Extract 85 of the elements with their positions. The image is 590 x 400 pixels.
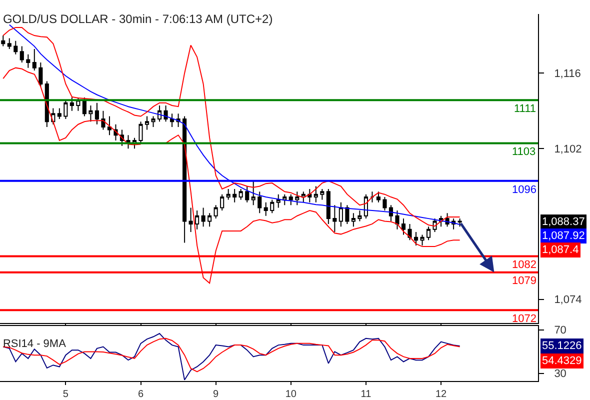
candlestick [414,232,418,246]
x-tick-label: 9 [213,389,220,400]
text: 54.4329 [542,355,582,367]
candlestick [201,207,206,228]
candlestick [351,212,356,228]
y-tick-label: 1,102 [554,143,582,156]
candlestick [370,191,374,203]
candlestick [251,180,256,206]
candlestick [208,212,212,228]
candlestick [326,188,330,224]
y-tick-label: 1,116 [554,68,581,80]
candlestick [276,194,280,208]
text: 1,087.4 [542,244,579,256]
ref-line-label: 1111 [514,103,536,115]
text: 1,087.92 [542,230,585,242]
text: 1,088.37 [542,216,585,228]
y-tick-label: 30 [554,368,566,380]
candlestick [332,204,337,233]
candlestick [138,121,143,144]
candlestick [270,199,274,214]
x-tick-label: 5 [62,389,69,400]
candlestick [232,188,237,203]
candlestick [420,234,424,246]
chart-title: GOLD/US DOLLAR - 30min - 7:06:13 AM (UTC+2) [2,12,273,26]
candlestick [245,186,250,203]
candlestick [70,96,74,112]
candlestick [408,223,412,241]
candlestick [94,102,99,125]
candlestick [258,191,262,214]
candlestick [320,188,324,200]
candlestick [101,110,106,130]
x-tick-label: 11 [360,389,372,400]
candlestick [14,40,18,55]
candlestick [295,191,300,206]
candlestick [88,105,93,122]
candlestick [238,188,243,200]
candlestick [188,207,193,233]
candlestick [26,54,30,68]
candlestick [388,204,394,222]
text: RSI14 - 9MA [2,338,67,350]
candlestick [214,204,218,220]
x-tick-label: 12 [435,389,448,400]
ref-line-label: 1072 [512,313,536,325]
candlestick [376,191,381,203]
candlestick [382,196,387,211]
ref-line-label: 1082 [512,259,536,271]
candlestick [345,204,350,224]
candlestick [64,100,68,120]
candlestick [288,194,293,206]
y-tick-label: 1,074 [554,294,582,306]
candlestick [401,218,406,236]
ref-line-label: 1103 [512,146,536,158]
candlestick [144,116,150,130]
candlestick [338,202,343,228]
candlestick [458,218,462,228]
x-tick-label: 6 [138,389,144,400]
candlestick [1,35,6,47]
candlestick [226,188,230,200]
candlestick [195,210,200,230]
candlestick [395,210,400,230]
candlestick [32,48,36,72]
text: 55.1226 [542,340,582,352]
candlestick [151,116,156,128]
candlestick [264,202,268,216]
candlestick [38,62,43,88]
candlestick [57,108,62,120]
line-series [2,338,460,372]
ref-line-label: 1079 [512,275,536,287]
candlestick [426,226,431,241]
candlestick [220,194,224,211]
candlestick [7,38,12,50]
candlestick [107,116,112,136]
ref-line-label: 1096 [512,184,536,196]
candlestick [157,105,162,122]
candlestick [282,194,287,206]
candlestick [164,105,168,122]
candlestick [20,46,24,63]
candlestick [182,116,187,244]
y-tick-label: 70 [554,324,566,337]
x-tick-label: 10 [285,389,297,400]
candlestick [170,113,174,128]
line-series [2,333,460,380]
candlestick [358,210,362,222]
candlestick [314,186,318,203]
candlestick [308,188,312,203]
